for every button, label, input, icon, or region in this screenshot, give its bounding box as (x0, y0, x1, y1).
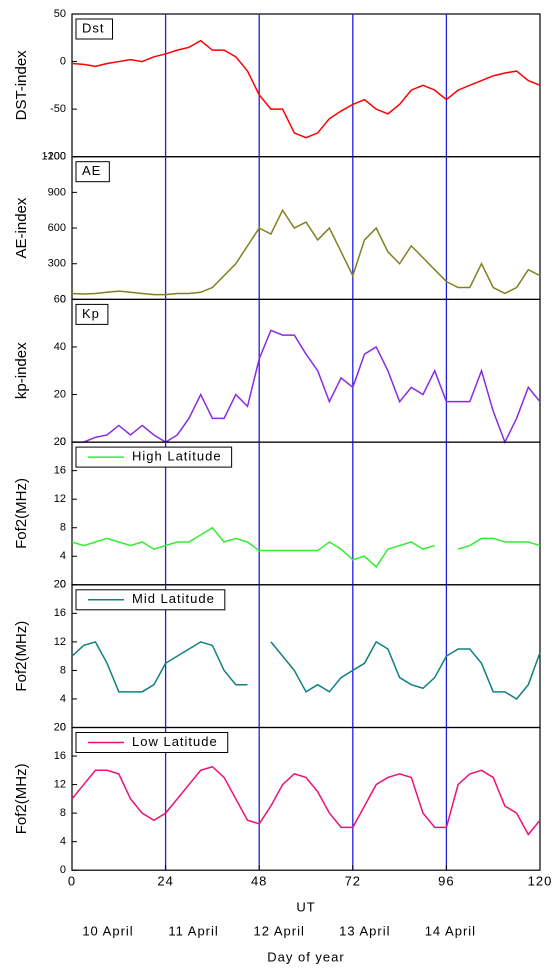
y-tick-label: 4 (60, 836, 66, 848)
legend-label: Dst (82, 20, 105, 35)
day-label: 11 April (168, 924, 218, 939)
series-line (71, 640, 541, 700)
y-axis-title: Fof2(MHz) (13, 478, 30, 549)
y-tick-label: 4 (60, 693, 66, 705)
legend-box (75, 732, 229, 753)
y-tick-label: 12 (54, 493, 66, 505)
series-line (72, 329, 541, 444)
y-tick-label: 8 (60, 807, 66, 819)
y-axis-title: Fof2(MHz) (13, 763, 30, 834)
day-label: 12 April (254, 924, 305, 939)
legend-box (75, 446, 233, 468)
legend-box (75, 303, 109, 325)
day-label: 13 April (339, 924, 390, 939)
y-tick-label: 12 (54, 636, 66, 648)
y-tick-label: 20 (54, 721, 66, 733)
y-tick-label: 16 (54, 750, 66, 762)
day-label: 14 April (425, 924, 476, 939)
x-tick-label: 0 (68, 874, 76, 889)
y-tick-label: 4 (60, 550, 66, 562)
y-tick-label: 20 (54, 579, 66, 591)
y-tick-label: 20 (54, 436, 66, 448)
y-tick-label: 16 (54, 465, 66, 477)
x-tick-label: 96 (438, 874, 454, 889)
y-tick-label: 16 (54, 607, 66, 619)
legend-label: Kp (82, 306, 100, 321)
y-tick-label: -100 (44, 151, 66, 163)
series-line (71, 208, 541, 296)
legend-box (75, 589, 226, 611)
y-tick-label: 8 (60, 522, 66, 534)
legend-box (75, 18, 113, 40)
legend-label: Low Latitude (132, 734, 218, 749)
legend-label: Mid Latitude (132, 591, 215, 606)
panel-frame (71, 156, 541, 300)
day-title: Day of year (267, 950, 344, 965)
y-tick-label: 0 (60, 436, 66, 448)
y-tick-label: 1200 (42, 151, 66, 163)
y-tick-label: 20 (54, 388, 66, 400)
y-tick-label: 0 (60, 55, 66, 67)
series-line (71, 765, 541, 836)
y-tick-label: 0 (60, 864, 66, 876)
panel-frame (71, 298, 541, 443)
series-line (71, 526, 541, 569)
y-tick-label: 0 (60, 579, 66, 591)
y-tick-label: 0 (60, 721, 66, 733)
y-tick-label: 8 (60, 664, 66, 676)
y-tick-label: 0 (60, 293, 66, 305)
y-tick-label: 600 (48, 222, 66, 234)
x-tick-label: 72 (345, 874, 361, 889)
y-tick-label: 60 (54, 293, 66, 305)
y-tick-label: -50 (50, 103, 66, 115)
day-label: 10 April (82, 924, 133, 939)
y-axis-title: AE-index (13, 197, 30, 258)
x-tick-label: 24 (157, 874, 173, 889)
legend-label: High Latitude (132, 449, 222, 464)
y-axis-title: DST-index (13, 50, 30, 121)
y-tick-label: 12 (54, 778, 66, 790)
x-tick-label: 48 (251, 874, 267, 889)
legend-box (75, 161, 110, 183)
y-tick-label: 40 (54, 341, 66, 353)
y-axis-title: Fof2(MHz) (13, 621, 30, 692)
x-axis-title: UT (296, 900, 315, 915)
series-line (71, 39, 541, 139)
y-axis-title: kp-index (13, 342, 30, 399)
y-tick-label: 300 (48, 258, 66, 270)
legend-label: AE (82, 163, 101, 178)
y-tick-label: 900 (48, 186, 66, 198)
y-tick-label: 50 (54, 8, 66, 20)
x-tick-label: 120 (528, 874, 553, 889)
